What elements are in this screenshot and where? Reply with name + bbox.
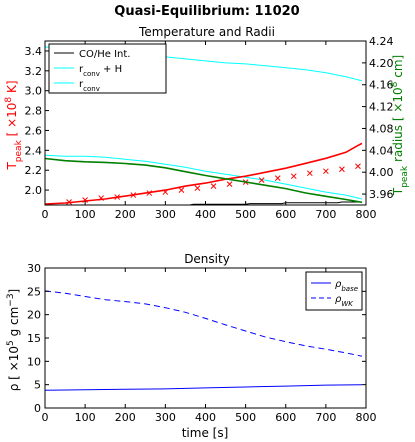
top-right-tick-label: 4.00 [369, 166, 394, 179]
series-t-peak-markers-point [178, 187, 185, 193]
bottom-y-tick-label: 30 [27, 262, 41, 275]
density-panel: Density 0 100 200 300 400 500 600 700 800 0 5 10 15 2… [6, 252, 377, 440]
series-t-peak-markers-point [290, 173, 297, 180]
bottom-x-tick-label: 800 [356, 411, 377, 424]
top-x-tick-label: 500 [235, 208, 256, 221]
bottom-y-tick-label: 10 [27, 355, 41, 368]
top-left-tick-label: 2.4 [25, 144, 43, 157]
series-t-peak-markers-point [306, 170, 313, 177]
bottom-x-tick-label: 700 [315, 411, 336, 424]
bottom-y-tick-label: 0 [34, 402, 41, 415]
bottom-x-tick-label: 0 [42, 411, 49, 424]
series-t-peak-markers-point [274, 175, 281, 182]
top-right-tick-label: 4.24 [369, 35, 394, 48]
bottom-y-tick-label: 5 [34, 379, 41, 392]
top-left-axis-label: Tpeak [ ×108 K] [4, 80, 24, 170]
top-left-tick-label: 3.4 [25, 45, 43, 58]
bottom-y-tick-label: 15 [27, 332, 41, 345]
bottom-y-axis-label: ρ [ ×105 g cm−3] [6, 289, 21, 392]
density-series-0-line [44, 384, 363, 391]
bottom-x-tick-label: 200 [115, 411, 136, 424]
bottom-x-tick-label: 300 [155, 411, 176, 424]
series-t-peak-markers-point [194, 185, 201, 191]
top-x-tick-label: 100 [75, 208, 96, 221]
density-legend-label-1: ρWK [335, 294, 354, 308]
top-right-tick-label: 4.08 [369, 122, 394, 135]
bottom-y-tick-label: 25 [27, 285, 41, 298]
series-t-peak-radius-line [44, 157, 363, 204]
series-t-peak-markers-point [258, 177, 265, 184]
top-left-tick-label: 3.0 [25, 85, 43, 98]
series-t-peak-markers-point [210, 183, 217, 189]
legend-label-1: rconv + H [79, 64, 122, 78]
top-left-tick-label: 2.8 [25, 105, 43, 118]
top-x-tick-label: 800 [356, 208, 377, 221]
temperature-radii-panel: Temperature and Radii 0 100 200 300 400 500 60… [4, 25, 410, 221]
bottom-x-tick-label: 100 [75, 411, 96, 424]
top-left-tick-label: 2.6 [25, 124, 43, 137]
series-t-peak-markers-point [98, 195, 105, 201]
series-r-conv-line [44, 154, 363, 200]
series-t-peak-markers-point [130, 192, 137, 198]
figure-title: Quasi-Equilibrium: 11020 [114, 4, 299, 19]
top-panel-title: Temperature and Radii [138, 25, 275, 39]
top-x-tick-label: 400 [195, 208, 216, 221]
bottom-x-tick-label: 600 [275, 411, 296, 424]
series-t-peak-markers-point [323, 168, 329, 175]
bottom-x-axis-label: time [s] [182, 426, 229, 440]
top-right-tick-label: 4.04 [369, 144, 394, 157]
series-t-peak-markers-point [355, 163, 361, 170]
bottom-legend-box [305, 271, 363, 311]
top-x-tick-label: 600 [275, 208, 296, 221]
top-x-tick-label: 200 [115, 208, 136, 221]
top-x-tick-label: 700 [315, 208, 336, 221]
top-left-tick-label: 2.2 [25, 164, 43, 177]
density-legend-label-0: ρbase [335, 279, 358, 293]
top-left-tick-label: 2.0 [25, 184, 43, 197]
series-t-peak-markers-point [226, 181, 233, 187]
bottom-x-tick-label: 500 [235, 411, 256, 424]
legend-label-2: rconv [79, 79, 100, 93]
top-right-tick-label: 4.20 [369, 57, 394, 70]
series-t-peak-markers-point [82, 197, 88, 203]
top-right-tick-label: 4.16 [369, 79, 394, 92]
top-right-tick-label: 3.96 [369, 188, 394, 201]
density-series-1-line [44, 290, 363, 357]
top-right-tick-label: 4.12 [369, 101, 394, 114]
series-t-peak-markers-point [114, 194, 121, 200]
series-t-peak-markers-point [146, 190, 153, 196]
series-t-peak-markers-point [162, 189, 169, 195]
top-x-tick-label: 300 [155, 208, 176, 221]
top-x-tick-label: 0 [42, 208, 49, 221]
bottom-panel-title: Density [184, 252, 230, 266]
top-right-axis-label: Tpeak radius [ ×108 cm] [390, 55, 410, 196]
top-left-tick-label: 3.2 [25, 65, 43, 78]
bottom-y-tick-label: 20 [27, 309, 41, 322]
bottom-x-tick-label: 400 [195, 411, 216, 424]
series-t-peak-markers-point [339, 166, 345, 173]
legend-label-0: CO/He Int. [79, 49, 130, 60]
series-t-peak-markers-point [66, 199, 72, 205]
